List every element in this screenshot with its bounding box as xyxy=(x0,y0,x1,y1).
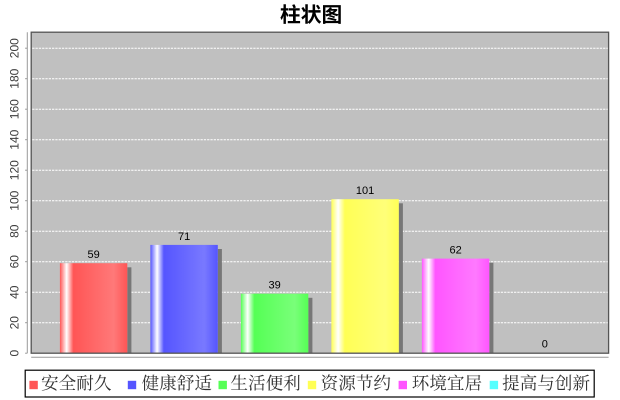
svg-text:200: 200 xyxy=(8,38,22,58)
svg-text:60: 60 xyxy=(8,255,22,269)
svg-text:39: 39 xyxy=(268,280,280,292)
svg-text:59: 59 xyxy=(87,249,99,261)
svg-text:101: 101 xyxy=(356,185,374,197)
svg-text:100: 100 xyxy=(8,190,22,210)
svg-text:62: 62 xyxy=(449,245,461,257)
svg-text:140: 140 xyxy=(8,129,22,149)
svg-text:80: 80 xyxy=(8,224,22,238)
svg-text:71: 71 xyxy=(178,231,190,243)
svg-text:20: 20 xyxy=(8,316,22,330)
svg-text:40: 40 xyxy=(8,285,22,299)
svg-text:160: 160 xyxy=(8,99,22,119)
svg-text:0: 0 xyxy=(542,338,548,350)
svg-text:0: 0 xyxy=(8,350,22,357)
svg-text:180: 180 xyxy=(8,68,22,88)
svg-text:120: 120 xyxy=(8,160,22,180)
